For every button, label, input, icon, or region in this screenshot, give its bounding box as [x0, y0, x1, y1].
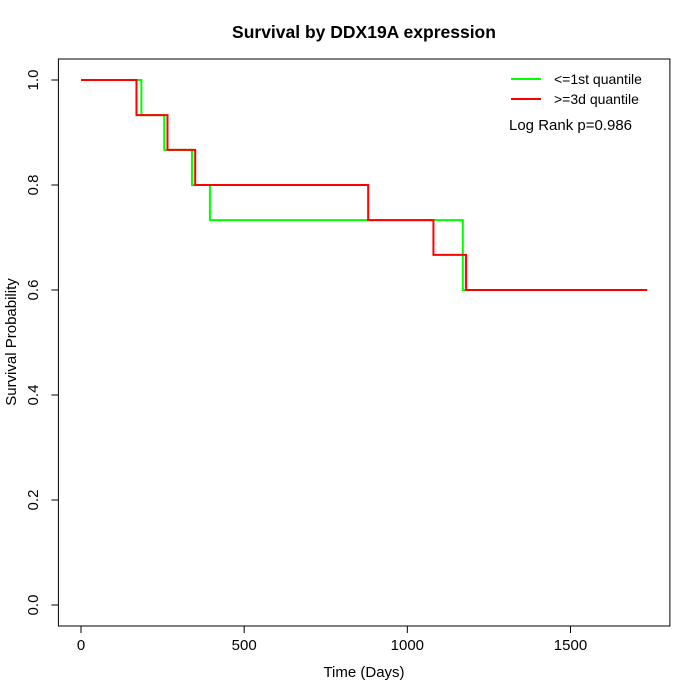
- x-axis-label: Time (Days): [323, 664, 404, 681]
- chart-title: Survival by DDX19A expression: [232, 22, 496, 42]
- y-tick-label: 0.6: [25, 280, 42, 301]
- x-tick-label: 500: [232, 637, 257, 654]
- legend: <=1st quantile >=3d quantile: [511, 71, 642, 107]
- km-curve-series-1: [81, 79, 648, 291]
- y-tick-label: 1.0: [25, 70, 42, 91]
- km-curve-series-0: [81, 79, 648, 291]
- legend-label-low-expression: <=1st quantile: [554, 71, 642, 87]
- y-axis-ticks: 0.0 0.2 0.4 0.6 0.8 1.0: [25, 70, 59, 616]
- y-axis-label: Survival Probability: [3, 278, 20, 406]
- legend-label-high-expression: >=3d quantile: [554, 91, 639, 107]
- y-tick-label: 0.8: [25, 175, 42, 196]
- x-tick-label: 1500: [554, 637, 587, 654]
- x-tick-label: 0: [77, 637, 85, 654]
- y-tick-label: 0.0: [25, 595, 42, 616]
- x-axis-ticks: 0 500 1000 1500: [77, 626, 587, 654]
- y-tick-label: 0.4: [25, 385, 42, 406]
- x-tick-label: 1000: [391, 637, 424, 654]
- plot-border: [57, 58, 671, 627]
- survival-curves: [81, 79, 648, 291]
- y-tick-label: 0.2: [25, 490, 42, 511]
- log-rank-annotation: Log Rank p=0.986: [509, 117, 632, 134]
